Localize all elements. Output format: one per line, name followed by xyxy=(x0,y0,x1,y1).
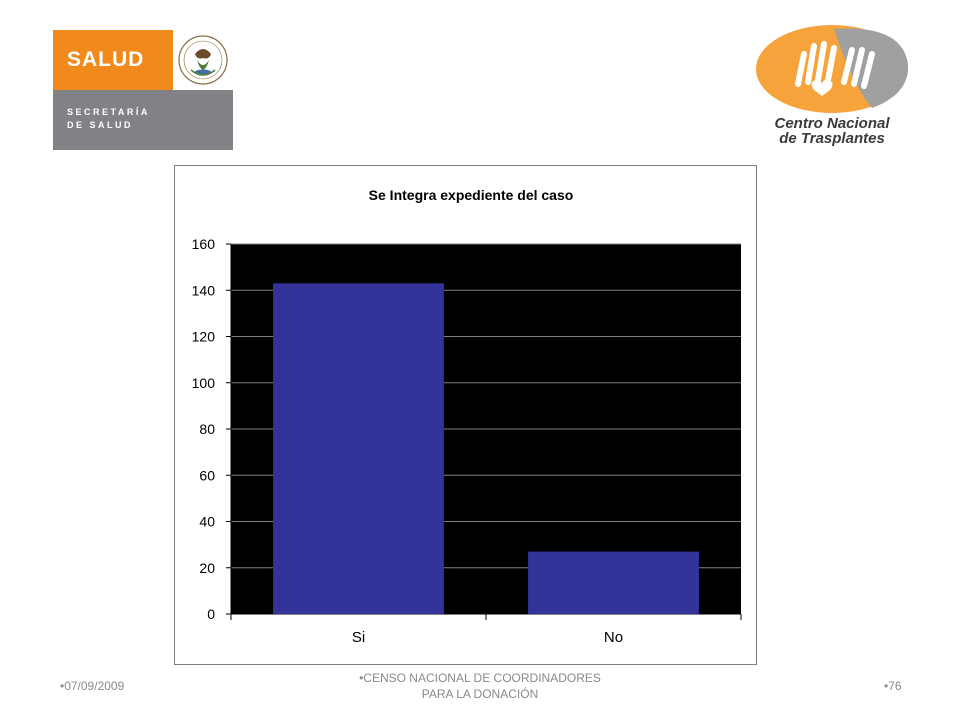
y-tick-label: 20 xyxy=(199,560,215,576)
x-tick-label: No xyxy=(604,629,623,646)
cnt-hands-icon xyxy=(756,25,909,113)
salud-subtitle: SECRETARÍA DE SALUD xyxy=(53,90,233,150)
salud-brand: SALUD xyxy=(53,30,173,90)
footer-title-bullet: • xyxy=(359,671,364,685)
salud-line1: SECRETARÍA xyxy=(67,107,150,117)
y-tick-label: 40 xyxy=(199,514,215,530)
footer-date: •07/09/2009 xyxy=(60,679,124,693)
bar xyxy=(528,551,699,614)
x-tick-label: Si xyxy=(352,629,365,646)
bar-chart: Se Integra expediente del caso 0 20 40 60 80… xyxy=(192,187,742,646)
footer-page-number: •76 xyxy=(884,679,902,693)
y-tick-label: 140 xyxy=(192,282,216,298)
footer-page-bullet: • xyxy=(884,679,889,693)
y-tick-label: 60 xyxy=(199,467,215,483)
y-tick-label: 120 xyxy=(192,329,216,345)
bar xyxy=(273,283,444,614)
chart-frame: Se Integra expediente del caso 0 20 40 60 80… xyxy=(174,165,757,665)
footer-title-line2: PARA LA DONACIÓN xyxy=(421,687,539,701)
footer-title-line1: CENSO NACIONAL DE COORDINADORES xyxy=(363,671,601,685)
y-tick-label: 80 xyxy=(199,421,215,437)
cnt-line1: Centro Nacional xyxy=(774,115,890,132)
salud-logo: SALUD SECRETARÍA DE SALUD xyxy=(53,30,233,150)
mexico-seal-icon xyxy=(173,30,233,90)
y-tick-label: 160 xyxy=(192,236,216,252)
footer-title: •CENSO NACIONAL DE COORDINADORES PARA LA… xyxy=(330,670,630,702)
y-tick-label: 0 xyxy=(207,606,215,622)
footer-date-text: 07/09/2009 xyxy=(64,679,125,693)
y-tick-label: 100 xyxy=(192,375,216,391)
chart-title: Se Integra expediente del caso xyxy=(369,187,574,203)
cnt-name: Centro Nacional de Trasplantes xyxy=(752,116,912,146)
footer-page-text: 76 xyxy=(888,679,902,693)
footer-date-bullet: • xyxy=(60,679,65,693)
salud-line2: DE SALUD xyxy=(67,120,134,130)
cnt-logo: Centro Nacional de Trasplantes xyxy=(752,24,912,154)
cnt-line2: de Trasplantes xyxy=(779,130,885,147)
